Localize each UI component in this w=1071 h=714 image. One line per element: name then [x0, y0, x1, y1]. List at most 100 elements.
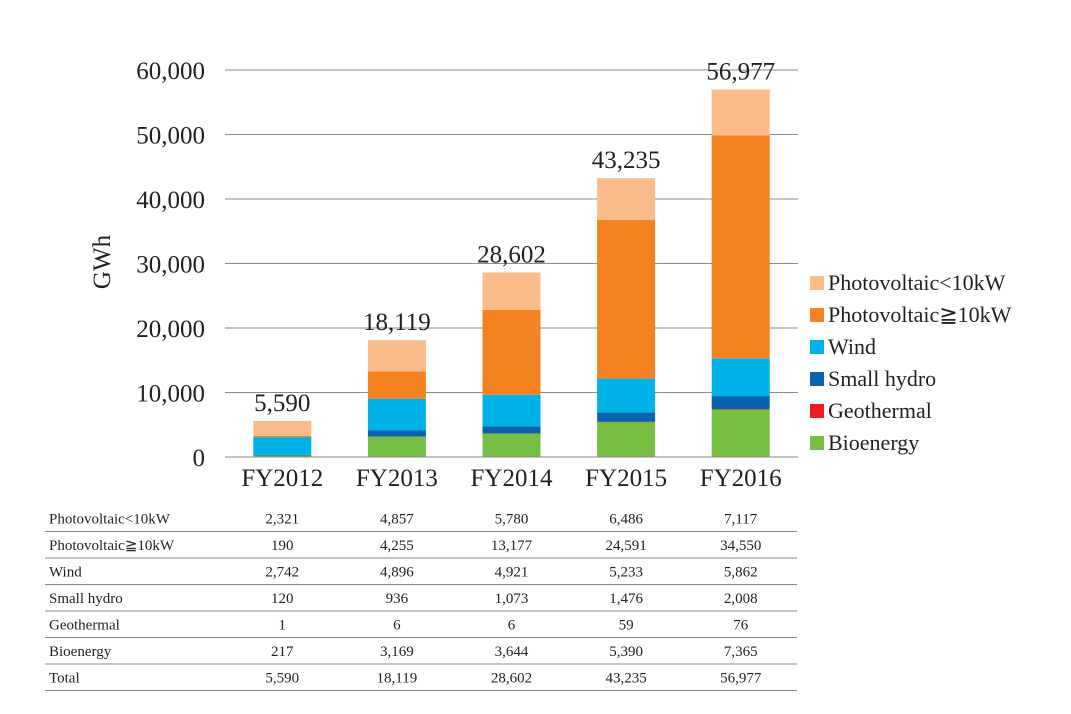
table-cell: 28,602	[491, 670, 532, 686]
table-cell: 7,117	[724, 511, 758, 527]
table-row-label: Wind	[49, 564, 82, 580]
table-cell: 2,008	[724, 591, 758, 607]
y-tick-label: 10,000	[136, 381, 205, 408]
bar-total-label: 5,590	[254, 390, 310, 417]
table-cell: 56,977	[720, 670, 762, 686]
bar-segment	[711, 135, 770, 359]
y-tick-label: 30,000	[136, 252, 205, 279]
table-cell: 2,321	[265, 511, 299, 527]
legend-swatch	[810, 340, 824, 354]
gridlines	[225, 69, 798, 393]
bar-segment	[482, 394, 541, 427]
table-row-label: Total	[49, 670, 80, 686]
table-cell: 120	[271, 591, 294, 607]
table-cell: 6	[508, 617, 516, 633]
x-category-label: FY2016	[700, 465, 782, 492]
table-cell: 13,177	[491, 538, 533, 554]
bar-totals: 5,590 18,119 28,602 43,235 56,977	[254, 58, 775, 416]
bar-segment	[253, 420, 312, 436]
table-cell: 5,780	[495, 511, 529, 527]
bar-total-label: 56,977	[706, 58, 775, 85]
bar-segment	[253, 435, 312, 438]
bar-segment	[367, 340, 426, 372]
table-cell: 190	[271, 538, 294, 554]
table-row-label: Geothermal	[49, 617, 120, 633]
table-cell: 18,119	[377, 670, 418, 686]
table-cell: 76	[733, 617, 749, 633]
bar-segment	[482, 426, 541, 434]
legend-label: Bioenergy	[828, 430, 919, 455]
bar-segment	[597, 178, 656, 220]
table-cell: 4,896	[380, 564, 414, 580]
legend-swatch	[810, 372, 824, 386]
table-cell: 24,591	[605, 538, 646, 554]
y-tick-label: 20,000	[136, 316, 205, 343]
x-category-label: FY2013	[356, 465, 438, 492]
table-cell: 6,486	[609, 511, 643, 527]
bar-segment	[367, 371, 426, 399]
bar-segment	[711, 396, 770, 410]
data-table: Photovoltaic<10kW 2,321 4,857 5,780 6,486 7,1…	[45, 511, 797, 691]
table-cell: 217	[271, 644, 294, 660]
table-row-label: Bioenergy	[49, 644, 112, 660]
table-cell: 3,169	[380, 644, 414, 660]
table-cell: 1,476	[609, 591, 643, 607]
bar-segment	[482, 309, 541, 395]
legend-label: Photovoltaic≧10kW	[828, 302, 1012, 327]
table-cell: 1,073	[495, 591, 529, 607]
table-cell: 5,862	[724, 564, 758, 580]
bar-segment	[253, 454, 312, 456]
table-cell: 1	[279, 617, 287, 633]
bar-segment	[597, 219, 656, 379]
legend-label: Small hydro	[828, 366, 936, 391]
table-cell: 34,550	[720, 538, 761, 554]
table-cell: 4,857	[380, 511, 414, 527]
table-cell: 6	[393, 617, 401, 633]
y-tick-label: 50,000	[136, 123, 205, 150]
y-axis-label: GWh	[89, 234, 116, 289]
bar-segment	[711, 358, 770, 397]
table-cell: 43,235	[605, 670, 646, 686]
y-axis-ticks: 0 10,000 20,000 30,000 40,000 50,000 60,000	[136, 58, 205, 472]
bar-segment	[482, 272, 541, 310]
bar-segment	[711, 89, 770, 136]
table-cell: 3,644	[495, 644, 529, 660]
bar-segment	[367, 430, 426, 437]
x-category-label: FY2012	[241, 465, 323, 492]
table-cell: 4,255	[380, 538, 414, 554]
table-cell: 5,233	[609, 564, 643, 580]
bar-total-label: 28,602	[477, 242, 546, 269]
legend-swatch	[810, 436, 824, 450]
bar-segment	[367, 436, 426, 457]
legend-label: Wind	[828, 334, 876, 359]
table-row-label: Photovoltaic<10kW	[49, 511, 171, 527]
bar-segment	[597, 378, 656, 413]
bar-segment	[482, 433, 541, 457]
table-cell: 59	[619, 617, 634, 633]
legend-swatch	[810, 276, 824, 290]
table-row-label: Small hydro	[49, 591, 123, 607]
bar-segment	[597, 412, 656, 422]
table-row-label: Photovoltaic≧10kW	[49, 538, 175, 554]
bar-segment	[711, 409, 770, 457]
bar-segment	[253, 437, 312, 455]
legend-swatch	[810, 308, 824, 322]
y-tick-label: 0	[193, 445, 206, 472]
bars	[253, 89, 770, 457]
bar-total-label: 43,235	[592, 147, 661, 174]
table-cell: 2,742	[265, 564, 299, 580]
bar-segment	[597, 422, 656, 457]
table-cell: 5,390	[609, 644, 643, 660]
legend-label: Photovoltaic<10kW	[828, 270, 1006, 295]
x-axis-categories: FY2012 FY2013 FY2014 FY2015 FY2016	[241, 465, 781, 492]
legend-swatch	[810, 404, 824, 418]
y-tick-label: 60,000	[136, 58, 205, 85]
x-category-label: FY2014	[471, 465, 553, 492]
table-cell: 7,365	[724, 644, 758, 660]
x-category-label: FY2015	[585, 465, 667, 492]
bar-segment	[253, 455, 312, 457]
bar-segment	[367, 398, 426, 431]
legend: Photovoltaic<10kW Photovoltaic≧10kW Wind Sm…	[810, 270, 1012, 455]
y-tick-label: 40,000	[136, 187, 205, 214]
